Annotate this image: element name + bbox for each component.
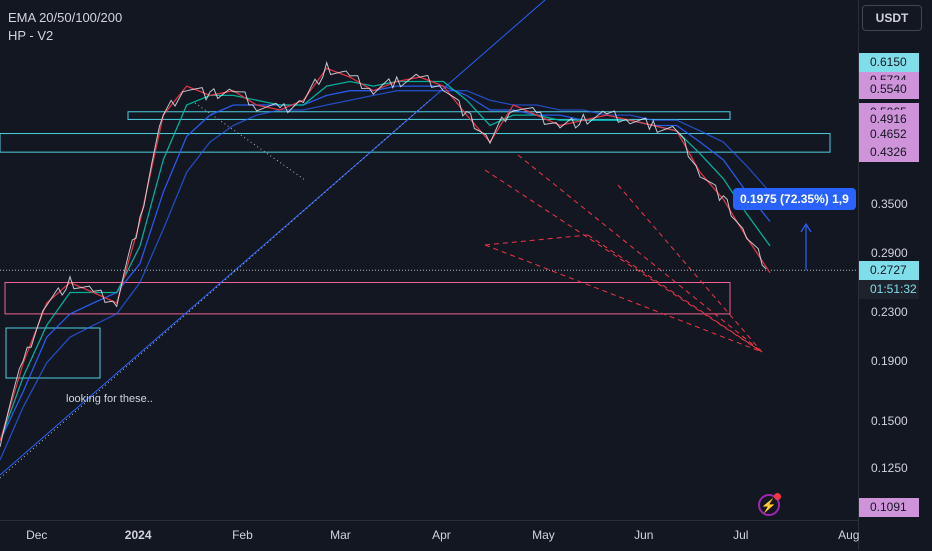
legend-ema[interactable]: EMA 20/50/100/200 xyxy=(8,10,123,25)
price-axis[interactable]: 0.61030.59410.58250.57940.57240.55400.50… xyxy=(858,0,932,550)
consolidation-box xyxy=(5,327,101,379)
ema-line-0 xyxy=(0,67,771,442)
legend-hp[interactable]: HP - V2 xyxy=(8,28,54,43)
annotation-note: looking for these.. xyxy=(66,393,153,405)
fan-line xyxy=(517,154,763,353)
measure-arrowhead xyxy=(800,222,812,233)
chart-area[interactable]: EMA 20/50/100/200 HP - V2 looking for th… xyxy=(0,0,858,520)
lightning-icon[interactable]: ⚡ xyxy=(758,493,781,516)
price-zone xyxy=(127,111,731,120)
price-tick: 0.1250 xyxy=(871,461,908,475)
time-tick: Dec xyxy=(26,528,48,542)
price-tick: 0.1500 xyxy=(871,414,908,429)
price-series xyxy=(0,60,767,448)
price-tick: 0.2900 xyxy=(871,245,908,260)
price-tick: 0.5540 xyxy=(859,79,919,99)
price-tick: 0.4652 xyxy=(859,124,919,144)
trend-line xyxy=(0,0,546,476)
time-tick: 2024 xyxy=(124,528,152,542)
price-tick: 0.1900 xyxy=(871,353,908,368)
time-tick: May xyxy=(532,528,555,542)
time-tick: Apr xyxy=(432,528,451,542)
price-tick: 0.3500 xyxy=(871,197,908,212)
time-tick: Feb xyxy=(232,528,253,542)
fan-line xyxy=(484,169,763,353)
currency-button[interactable]: USDT xyxy=(862,5,922,31)
price-label-top: 0.6150 xyxy=(859,53,919,73)
time-axis[interactable]: Dec 2024 Feb Mar Apr May Jun Jul Aug xyxy=(0,520,860,551)
trend-line-dotted xyxy=(0,99,431,479)
time-tick: Mar xyxy=(330,528,351,542)
ema-line-1 xyxy=(0,80,771,442)
price-zone xyxy=(4,281,731,315)
fan-line xyxy=(484,244,763,353)
fan-line xyxy=(587,234,763,353)
price-label-current: 0.2727 xyxy=(859,261,919,281)
fan-line xyxy=(617,184,763,353)
price-zone xyxy=(0,133,831,153)
time-tick: Jul xyxy=(733,528,749,542)
countdown-label: 01:51:32 xyxy=(859,280,919,300)
price-tick: 0.2300 xyxy=(871,304,908,319)
notification-dot xyxy=(774,493,781,500)
time-tick: Aug xyxy=(838,528,860,542)
price-label-bottom: 0.1091 xyxy=(859,498,919,517)
indicator-legend: EMA 20/50/100/200 HP - V2 xyxy=(8,9,122,45)
time-tick: Jun xyxy=(634,528,654,542)
fan-line xyxy=(484,234,589,246)
chart-canvas[interactable] xyxy=(0,0,858,520)
price-tick: 0.4326 xyxy=(859,143,919,163)
measure-label[interactable]: 0.1975 (72.35%) 1,9 xyxy=(733,188,856,210)
ema-line-3 xyxy=(0,90,771,461)
